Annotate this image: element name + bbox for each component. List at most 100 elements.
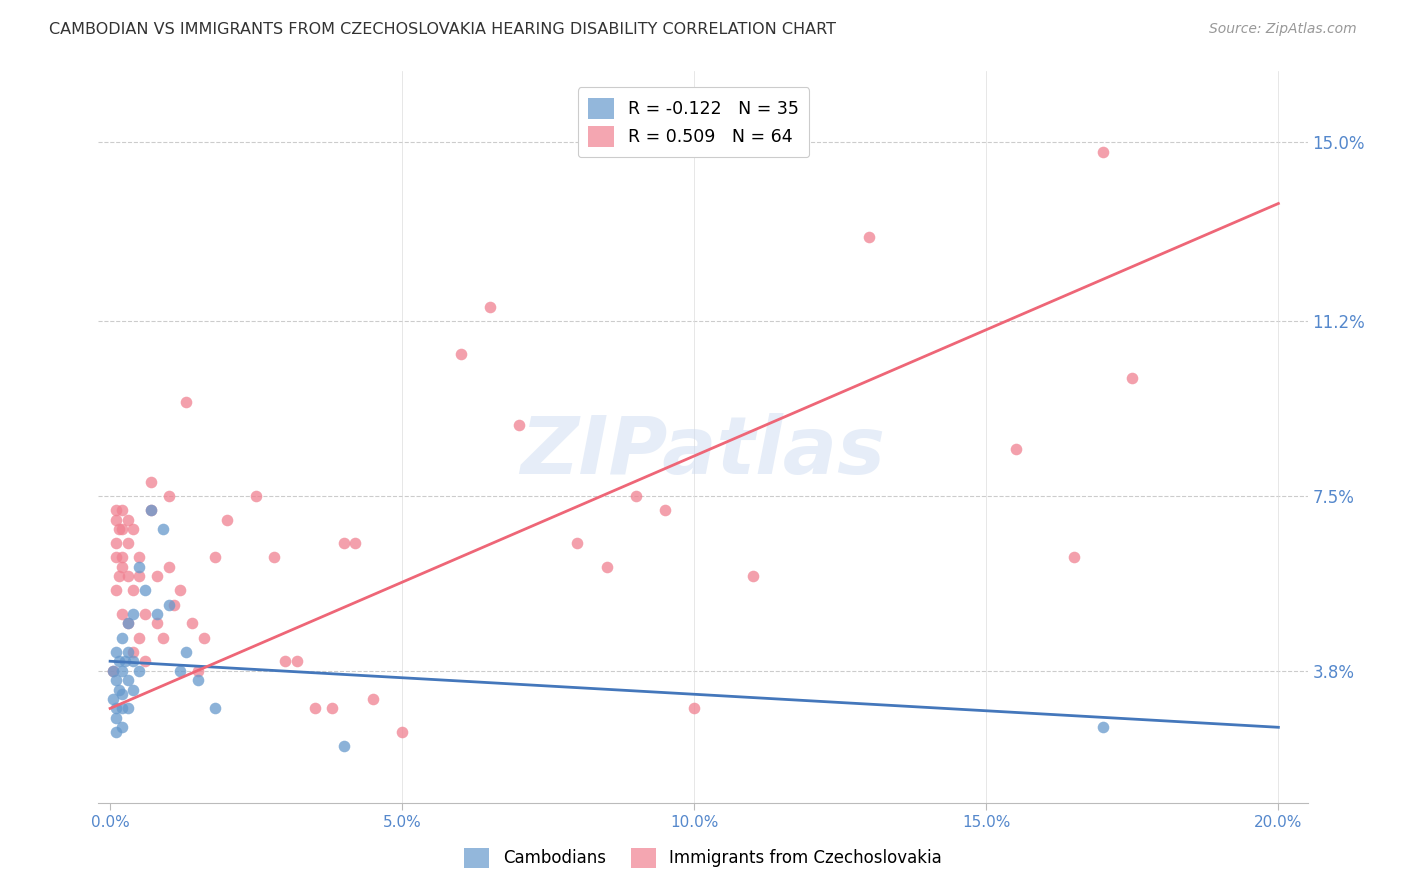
Point [1121, 371, 1143, 385]
Point [187, 673, 209, 687]
Point [146, 616, 169, 631]
Point [274, 654, 297, 668]
Point [187, 664, 209, 678]
Point [180, 616, 202, 631]
Point [858, 229, 880, 244]
Point [152, 631, 174, 645]
Point [391, 725, 413, 739]
Point [134, 583, 156, 598]
Point [128, 569, 150, 583]
Point [169, 583, 191, 598]
Point [117, 616, 139, 631]
Point [163, 598, 186, 612]
Point [101, 664, 124, 678]
Point [104, 711, 127, 725]
Legend: Cambodians, Immigrants from Czechoslovakia: Cambodians, Immigrants from Czechoslovak… [457, 841, 949, 875]
Point [117, 673, 139, 687]
Point [104, 536, 127, 550]
Point [624, 489, 647, 503]
Point [111, 550, 134, 565]
Point [134, 654, 156, 668]
Point [122, 522, 145, 536]
Point [157, 598, 180, 612]
Point [139, 503, 162, 517]
Point [157, 489, 180, 503]
Point [122, 645, 145, 659]
Point [152, 522, 174, 536]
Point [108, 682, 131, 697]
Point [215, 513, 238, 527]
Point [111, 559, 134, 574]
Point [117, 569, 139, 583]
Point [285, 654, 308, 668]
Point [304, 701, 326, 715]
Point [104, 701, 127, 715]
Point [117, 513, 139, 527]
Point [146, 607, 169, 621]
Point [174, 645, 197, 659]
Point [104, 645, 127, 659]
Point [332, 536, 354, 550]
Point [1004, 442, 1026, 456]
Point [117, 616, 139, 631]
Point [122, 583, 145, 598]
Point [104, 513, 127, 527]
Point [108, 654, 131, 668]
Point [654, 503, 676, 517]
Point [111, 701, 134, 715]
Point [344, 536, 367, 550]
Text: Source: ZipAtlas.com: Source: ZipAtlas.com [1209, 22, 1357, 37]
Point [332, 739, 354, 754]
Point [157, 559, 180, 574]
Point [122, 654, 145, 668]
Point [595, 559, 617, 574]
Point [108, 569, 131, 583]
Point [508, 418, 530, 433]
Point [111, 503, 134, 517]
Point [174, 394, 197, 409]
Point [204, 701, 226, 715]
Point [111, 522, 134, 536]
Point [146, 569, 169, 583]
Point [1063, 550, 1085, 565]
Point [128, 664, 150, 678]
Legend: R = -0.122   N = 35, R = 0.509   N = 64: R = -0.122 N = 35, R = 0.509 N = 64 [578, 87, 810, 158]
Point [1092, 145, 1115, 159]
Point [104, 503, 127, 517]
Point [321, 701, 343, 715]
Point [104, 583, 127, 598]
Point [104, 725, 127, 739]
Point [104, 550, 127, 565]
Point [111, 687, 134, 701]
Point [263, 550, 285, 565]
Point [361, 692, 384, 706]
Point [114, 654, 136, 668]
Point [108, 522, 131, 536]
Point [117, 645, 139, 659]
Point [111, 631, 134, 645]
Point [101, 664, 124, 678]
Point [111, 720, 134, 734]
Point [139, 475, 162, 489]
Point [122, 682, 145, 697]
Point [111, 607, 134, 621]
Point [193, 631, 215, 645]
Point [128, 559, 150, 574]
Text: CAMBODIAN VS IMMIGRANTS FROM CZECHOSLOVAKIA HEARING DISABILITY CORRELATION CHART: CAMBODIAN VS IMMIGRANTS FROM CZECHOSLOVA… [49, 22, 837, 37]
Point [134, 607, 156, 621]
Point [111, 664, 134, 678]
Point [128, 631, 150, 645]
Point [104, 673, 127, 687]
Point [117, 536, 139, 550]
Point [478, 301, 501, 315]
Point [741, 569, 763, 583]
Point [245, 489, 267, 503]
Point [101, 692, 124, 706]
Point [128, 550, 150, 565]
Point [117, 701, 139, 715]
Point [204, 550, 226, 565]
Point [139, 503, 162, 517]
Point [1092, 720, 1115, 734]
Point [450, 347, 472, 361]
Point [122, 607, 145, 621]
